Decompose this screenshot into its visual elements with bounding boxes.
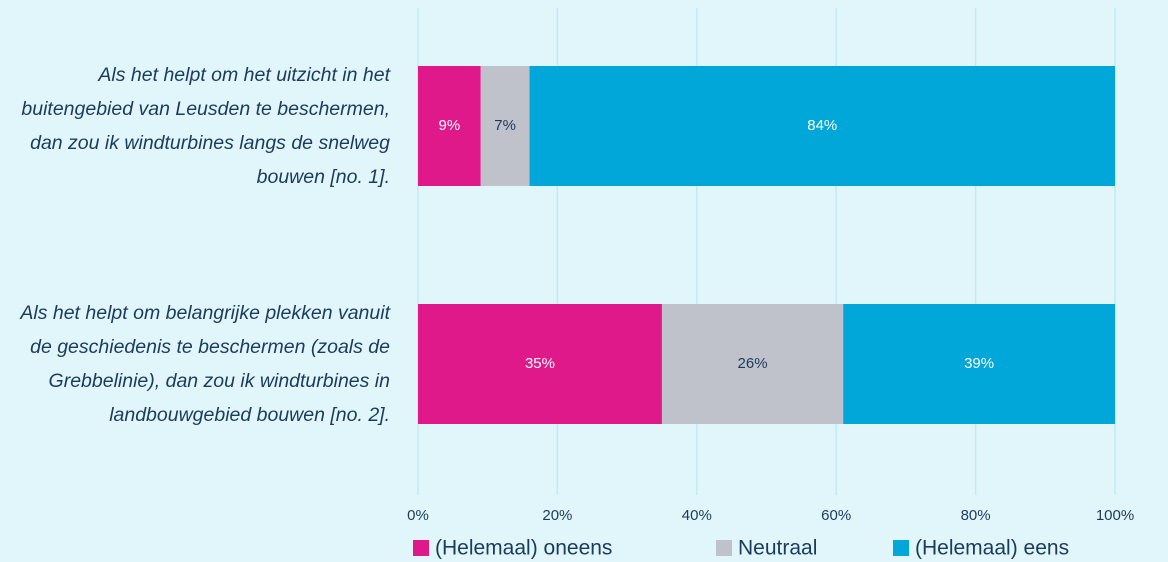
bar-segment (418, 304, 662, 424)
x-tick-label: 100% (1096, 507, 1134, 524)
x-tick-label: 20% (542, 507, 572, 524)
bar-segment (843, 304, 1115, 424)
value-label: 7% (494, 117, 516, 134)
value-label: 35% (525, 355, 555, 372)
x-tick-label: 0% (407, 507, 429, 524)
legend-label: Neutraal (738, 537, 817, 560)
x-tick-label: 40% (682, 507, 712, 524)
bar-segment (661, 304, 844, 424)
legend-swatch (716, 540, 732, 556)
value-label: 39% (964, 355, 994, 372)
bar-segment (529, 66, 1115, 186)
value-label: 26% (738, 355, 768, 372)
value-label: 9% (439, 117, 461, 134)
legend-label: (Helemaal) oneens (435, 537, 612, 560)
bar-segment (480, 66, 530, 186)
category-label: Als het helpt om het uitzicht in het bui… (21, 64, 390, 188)
x-tick-label: 60% (821, 507, 851, 524)
category-label: Als het helpt om belangrijke plekken van… (20, 302, 390, 426)
legend-swatch (413, 540, 429, 556)
legend-label: (Helemaal) eens (915, 537, 1069, 560)
x-tick-label: 80% (961, 507, 991, 524)
legend-swatch (893, 540, 909, 556)
value-label: 84% (807, 117, 837, 134)
bar-segment (418, 66, 481, 186)
